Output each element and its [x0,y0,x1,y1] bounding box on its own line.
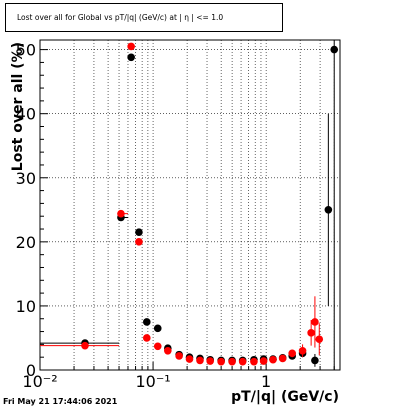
data-point [164,346,172,355]
data-point [142,334,151,342]
data-point [298,346,307,355]
timestamp-footer: Fri May 21 17:44:06 2021 [3,397,118,406]
x-tick-label: 10⁻¹ [135,372,170,391]
data-point [153,324,162,333]
data-point [206,357,214,365]
data-point [127,42,135,51]
x-tick-label: 10⁻² [22,372,57,391]
chart-title: Lost over all for Global vs pT/|q| (GeV/… [17,13,224,22]
y-tick-label: 20 [16,233,36,252]
y-tick-label: 0 [26,361,36,380]
data-point [330,45,339,54]
data-point [315,335,324,344]
data-point [228,357,236,366]
data-point [81,341,89,350]
y-axis-label: Lost over all (%) [10,42,26,171]
series-1 [40,42,324,366]
y-tick-label: 30 [16,169,36,188]
data-point [324,206,333,214]
grid-lines [40,40,340,370]
data-point [142,318,151,326]
data-point [175,352,183,360]
data-point [127,53,135,62]
series-0 [40,40,339,370]
x-axis-label: pT/|q| (GeV/c) [231,389,339,405]
data-point [259,357,268,365]
data-point [311,356,319,365]
data-point [250,357,258,366]
data-point [288,349,296,358]
data-point [135,228,143,237]
data-point [278,354,287,363]
data-point [238,357,247,366]
data-point [269,355,277,364]
x-tick-label: 1 [261,372,271,391]
data-points [40,40,339,370]
axis-ticks [40,49,335,371]
y-tick-label: 10 [16,297,36,316]
y-tick-label: 50 [16,41,36,60]
data-point [135,238,143,246]
chart-title-box: Lost over all for Global vs pT/|q| (GeV/… [5,3,283,32]
data-point [307,329,315,337]
data-point [217,357,225,366]
data-point [196,356,204,365]
data-point [311,318,319,326]
data-point [117,209,125,218]
y-tick-label: 40 [16,105,36,124]
plot-frame [39,39,341,371]
tick-labels: 0 10 20 30 40 50 10⁻² 10⁻¹ 1 [16,41,272,391]
data-point [185,355,194,363]
data-point [153,342,162,351]
